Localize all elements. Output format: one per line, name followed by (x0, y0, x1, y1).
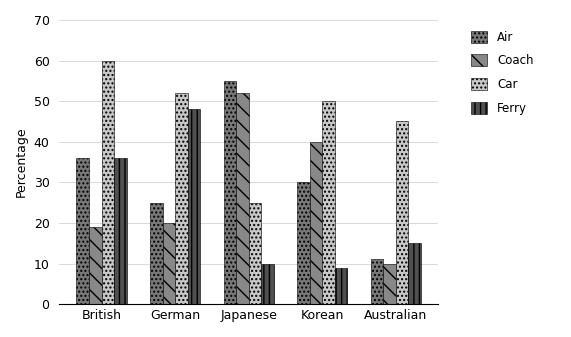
Bar (335, 268, 347, 304)
Y-axis label: Percentage: Percentage (15, 127, 28, 197)
Bar (77, 158, 89, 304)
Bar (175, 93, 188, 304)
Bar (224, 81, 236, 304)
Bar (322, 101, 335, 304)
Bar (248, 203, 261, 304)
Bar (89, 227, 102, 304)
Bar (309, 142, 322, 304)
Bar (102, 61, 114, 304)
Bar (261, 264, 274, 304)
Bar (396, 121, 408, 304)
Bar (163, 223, 175, 304)
Bar (408, 243, 421, 304)
Bar (188, 109, 200, 304)
Bar (114, 158, 127, 304)
Bar (297, 182, 309, 304)
Bar (150, 203, 163, 304)
Bar (371, 259, 383, 304)
Bar (236, 93, 248, 304)
Bar (383, 264, 396, 304)
Legend: Air, Coach, Car, Ferry: Air, Coach, Car, Ferry (466, 26, 538, 119)
